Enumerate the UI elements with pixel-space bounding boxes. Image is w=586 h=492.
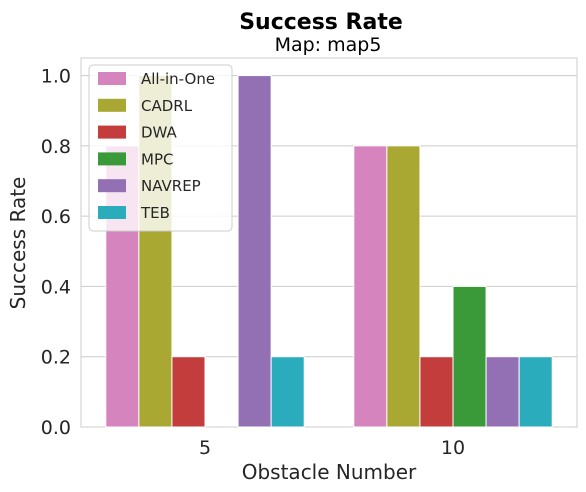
legend: All-in-One CADRL DWA MPC NAVREP TEB (89, 65, 232, 231)
x-ticks: 5 10 (199, 437, 465, 459)
legend-label: MPC (141, 150, 173, 168)
y-tick-label: 1.0 (41, 66, 71, 88)
legend-label: CADRL (141, 97, 193, 115)
x-tick-label: 5 (199, 437, 211, 459)
legend-swatch (98, 99, 126, 112)
y-axis-label: Success Rate (6, 177, 30, 310)
legend-label: DWA (141, 124, 178, 142)
x-tick-label: 10 (441, 437, 465, 459)
bar-navrep-5 (238, 76, 271, 427)
y-tick-label: 0.4 (41, 276, 71, 298)
y-tick-label: 0.2 (41, 347, 71, 369)
legend-swatch (98, 152, 126, 165)
bar-navrep-10 (486, 357, 519, 427)
bar-dwa-10 (420, 357, 453, 427)
legend-label: All-in-One (141, 70, 215, 88)
bar-mpc-10 (453, 286, 486, 427)
y-tick-label: 0.6 (41, 206, 71, 228)
bar-teb-10 (519, 357, 552, 427)
legend-swatch (98, 179, 126, 192)
legend-label: NAVREP (141, 177, 201, 195)
legend-swatch (98, 126, 126, 139)
legend-swatch (98, 72, 126, 85)
y-tick-label: 0.8 (41, 136, 71, 158)
legend-swatch (98, 206, 126, 219)
y-tick-label: 0.0 (41, 417, 71, 439)
legend-label: TEB (140, 204, 170, 222)
bar-cadrl-10 (387, 146, 420, 427)
chart-title: Success Rate (239, 10, 403, 35)
bar-dwa-5 (172, 357, 205, 427)
bar-teb-5 (271, 357, 304, 427)
bar-all-in-one-10 (354, 146, 387, 427)
x-axis-label: Obstacle Number (242, 460, 417, 484)
y-ticks: 0.0 0.2 0.4 0.6 0.8 1.0 (41, 66, 71, 439)
chart-subtitle: Map: map5 (275, 34, 382, 56)
